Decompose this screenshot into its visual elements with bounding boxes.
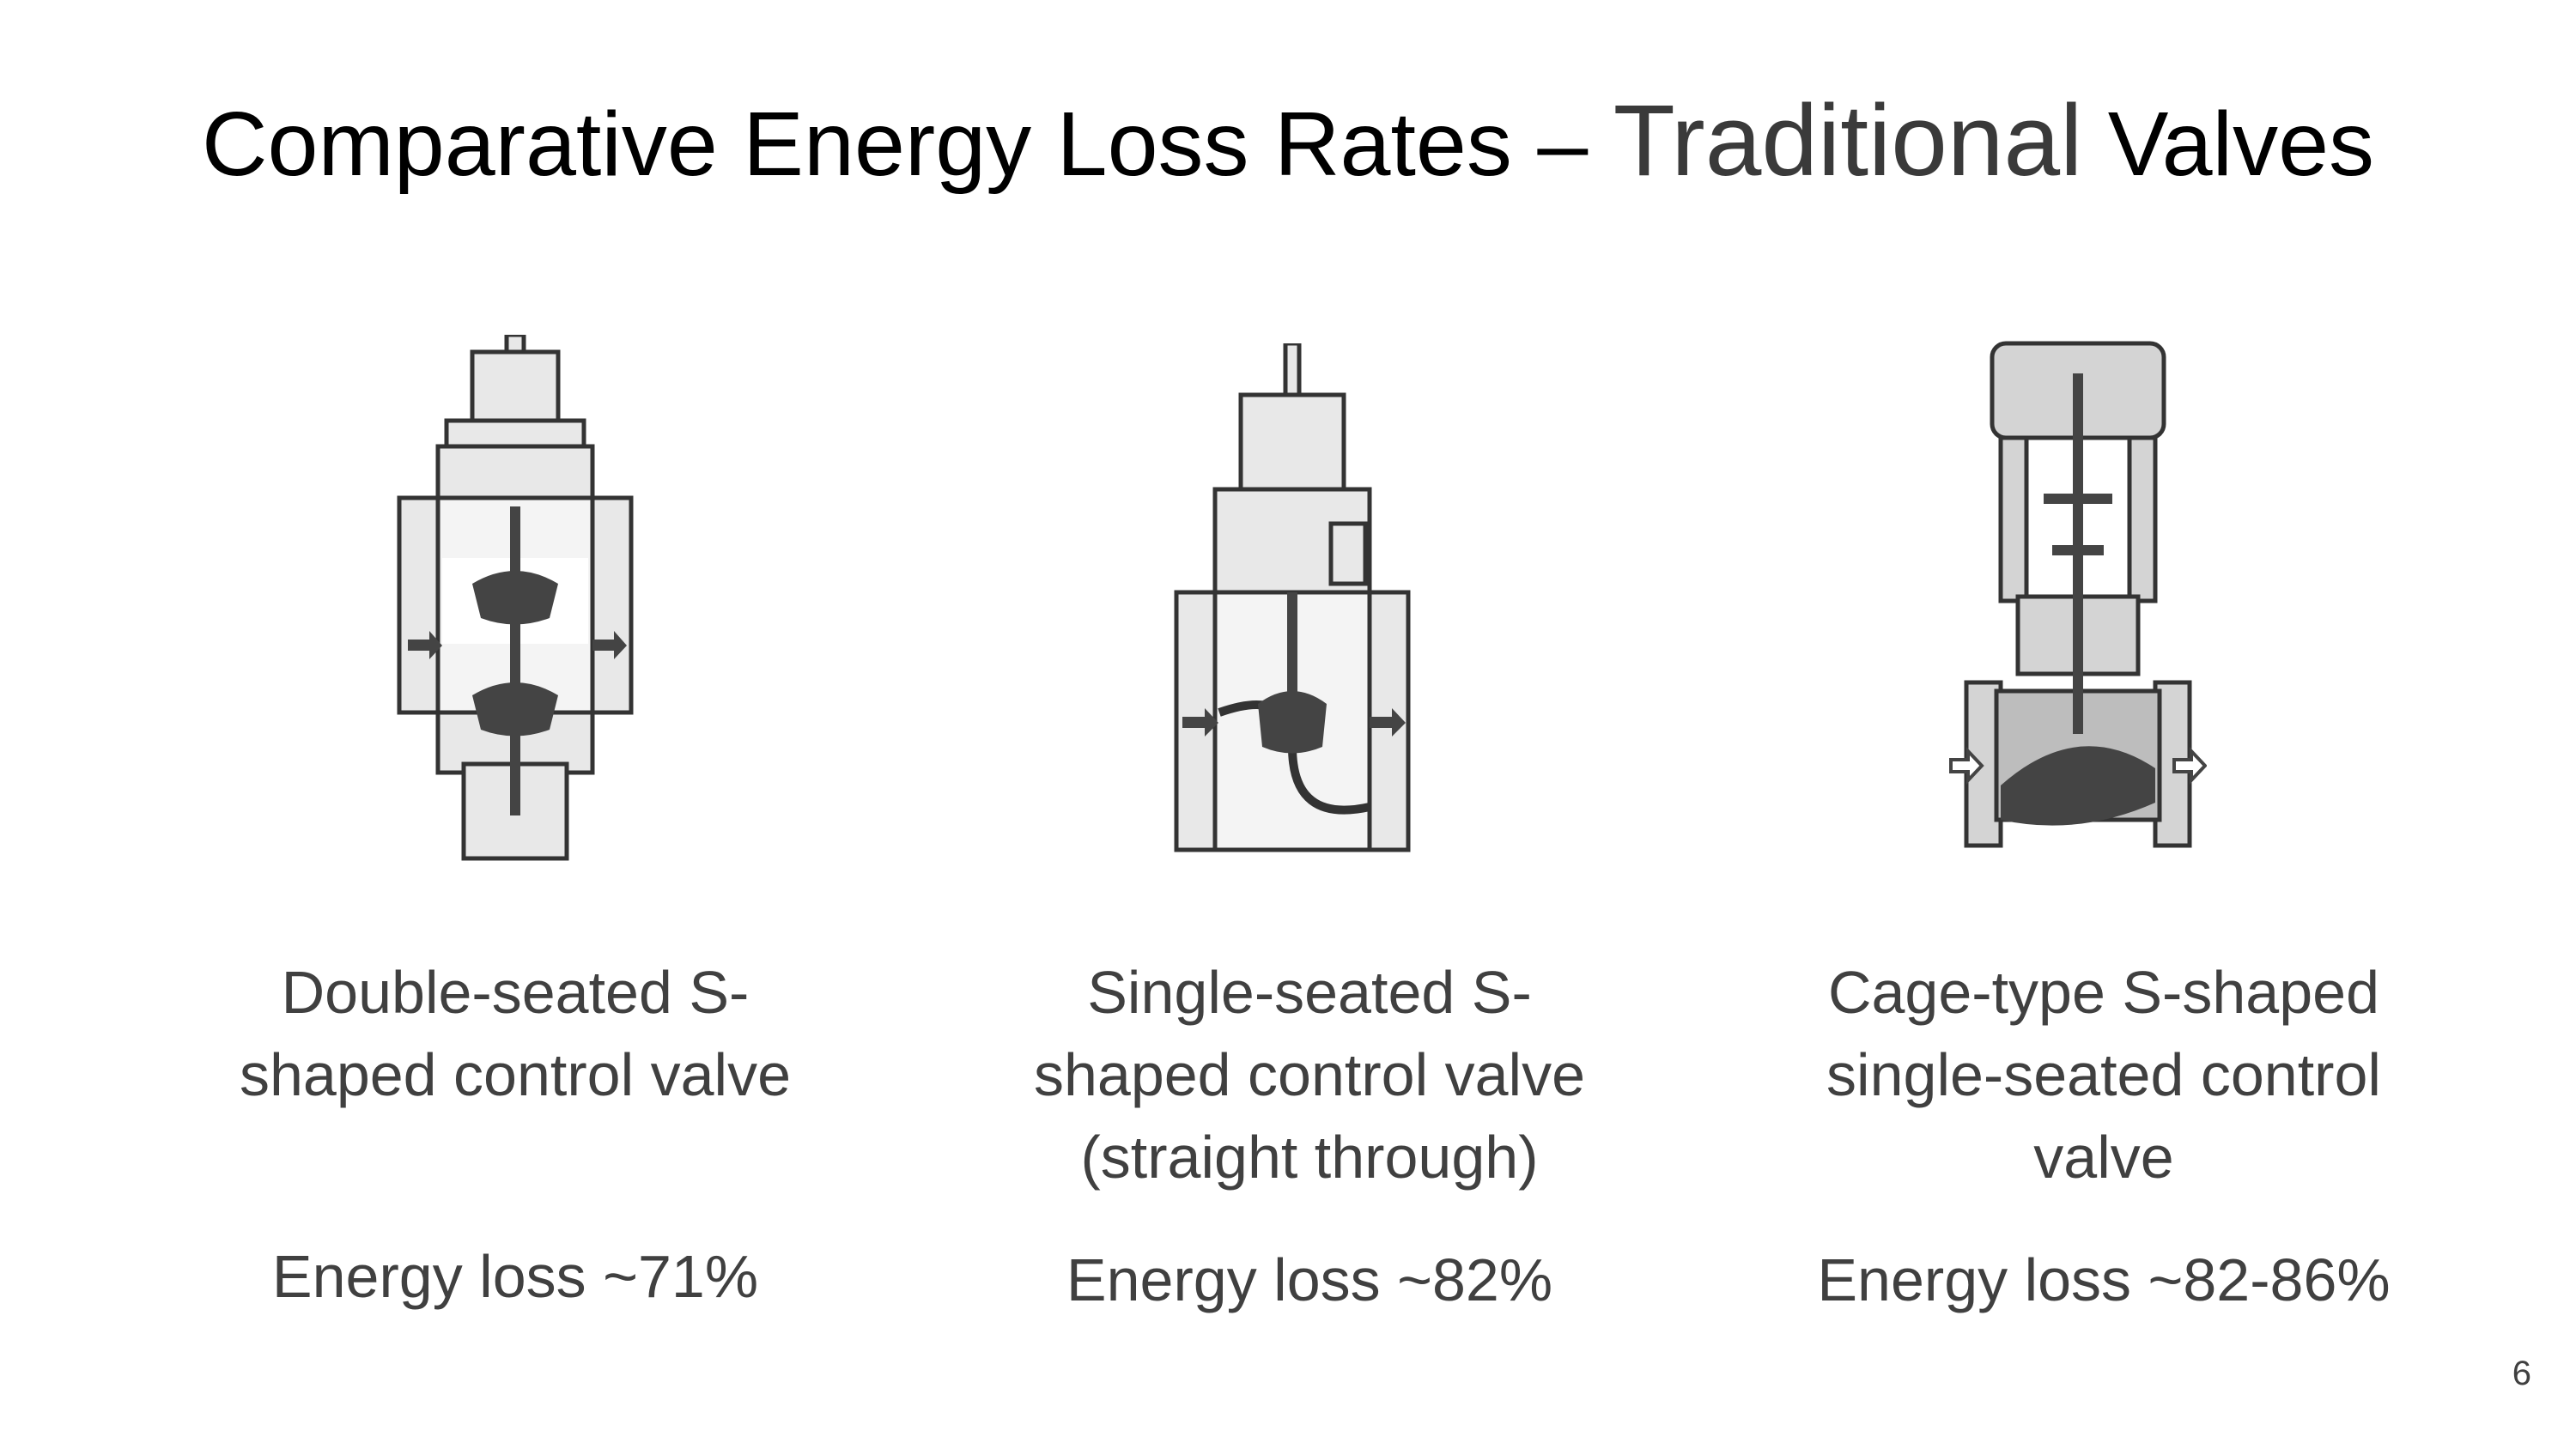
single-seated-valve-icon (1172, 341, 1421, 863)
double-seated-valve-icon (386, 332, 644, 871)
energy-loss-2: Energy loss ~82% (1066, 1246, 1553, 1313)
energy-loss-3: Energy loss ~82-86% (1817, 1246, 2391, 1313)
title-tail: Valves (2082, 94, 2375, 195)
valve-caption-2: Single-seated S-shaped control valve (st… (1033, 959, 1586, 1191)
slide-title: Comparative Energy Loss Rates – Traditio… (0, 84, 2576, 197)
cage-type-valve-icon (1949, 339, 2208, 858)
title-main: Comparative Energy Loss Rates – (201, 94, 1613, 195)
valve-caption-1: Double-seated S-shaped control valve (239, 959, 792, 1108)
title-emphasis: Traditional (1613, 84, 2083, 197)
page-number: 6 (2512, 1355, 2531, 1392)
energy-loss-1: Energy loss ~71% (271, 1243, 759, 1310)
valve-caption-3: Cage-type S-shaped single-seated control… (1826, 959, 2381, 1191)
